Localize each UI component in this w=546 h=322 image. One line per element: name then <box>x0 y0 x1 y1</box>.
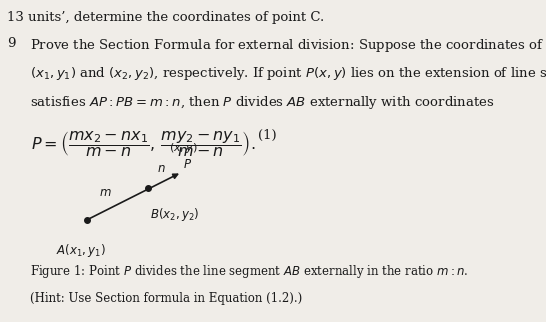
Text: satisfies $AP : PB = m : n$, then $P$ divides $AB$ externally with coordinates: satisfies $AP : PB = m : n$, then $P$ di… <box>30 94 494 111</box>
Text: $n$: $n$ <box>157 162 166 175</box>
Text: 13 units’, determine the coordinates of point C.: 13 units’, determine the coordinates of … <box>7 11 324 24</box>
Text: $B(x_2, y_2)$: $B(x_2, y_2)$ <box>151 206 200 223</box>
Text: $(x_1, y_1)$ and $(x_2, y_2)$, respectively. If point $P(x, y)$ lies on the exte: $(x_1, y_1)$ and $(x_2, y_2)$, respectiv… <box>30 65 546 82</box>
Text: $A(x_1, y_1)$: $A(x_1, y_1)$ <box>56 242 106 260</box>
Text: (Hint: Use Section formula in Equation (1.2).): (Hint: Use Section formula in Equation (… <box>30 292 302 305</box>
Text: $(x, y)$: $(x, y)$ <box>169 141 198 155</box>
Text: Figure 1: Point $P$ divides the line segment $AB$ externally in the ratio $m : n: Figure 1: Point $P$ divides the line seg… <box>30 263 468 280</box>
Text: Prove the Section Formula for external division: Suppose the coordinates of poin: Prove the Section Formula for external d… <box>30 36 546 53</box>
Text: $P = \left(\dfrac{mx_2 - nx_1}{m-n},\,\dfrac{my_2 - ny_1}{m-n}\right).$: $P = \left(\dfrac{mx_2 - nx_1}{m-n},\,\d… <box>31 129 256 159</box>
Text: $P$: $P$ <box>183 157 192 171</box>
Text: $m$: $m$ <box>99 186 112 199</box>
Text: 9: 9 <box>7 36 16 50</box>
Text: (1): (1) <box>258 129 277 142</box>
